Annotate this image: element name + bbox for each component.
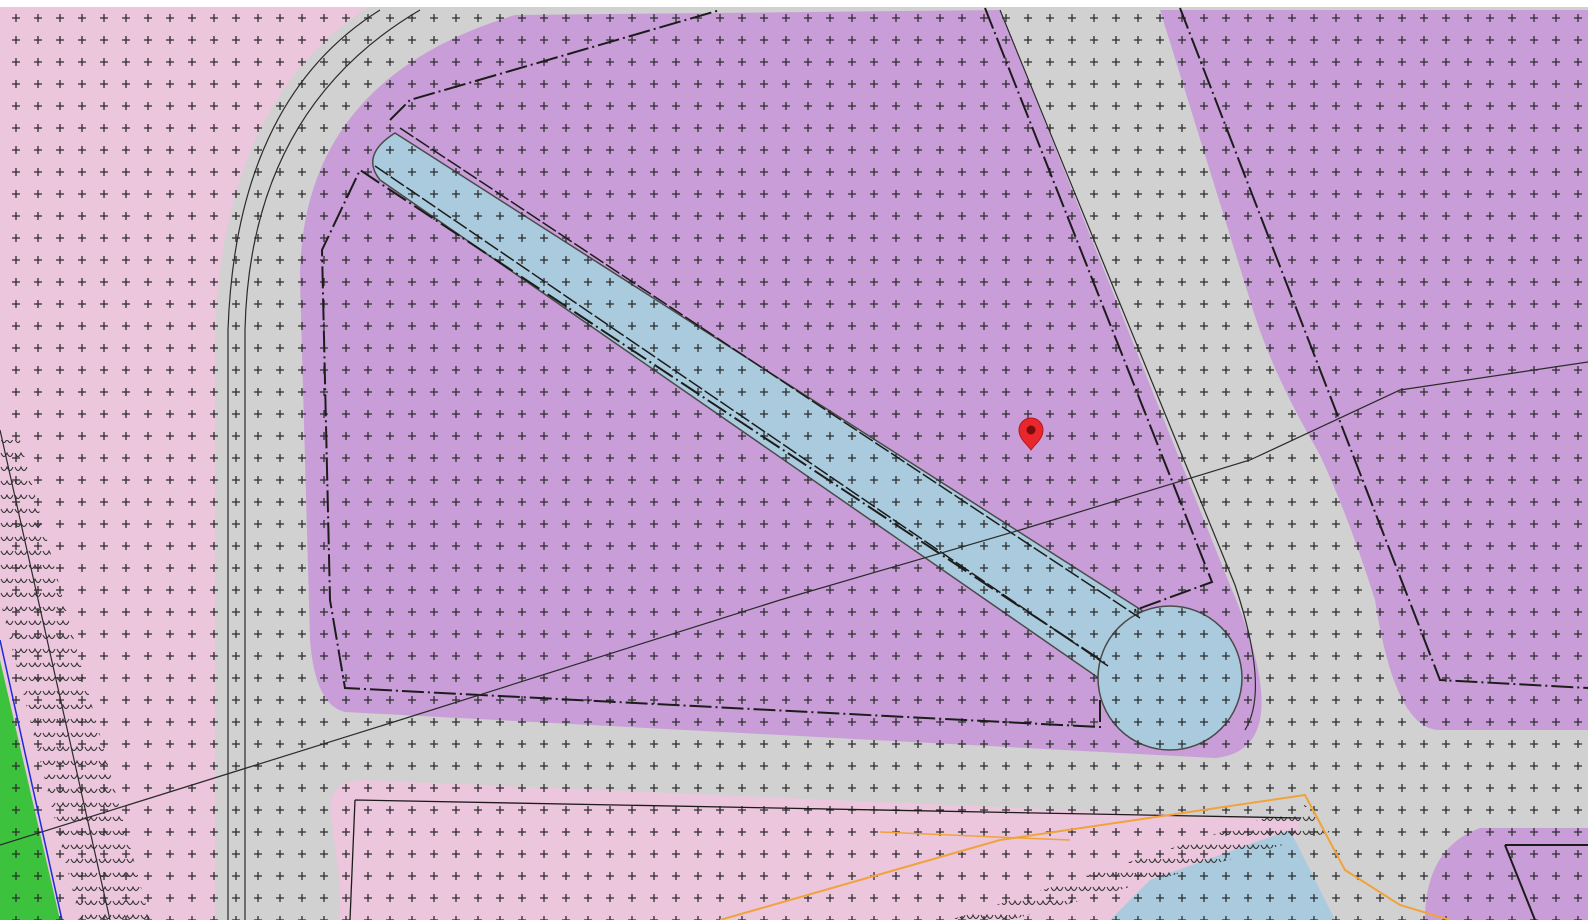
channel-edge-north — [399, 127, 1141, 619]
cable-line-orange-west — [879, 831, 1071, 841]
boundary-line-blue — [0, 639, 63, 920]
central-block-boundary — [320, 7, 1214, 729]
channel-edge-south — [374, 165, 1109, 667]
southeast-block-boundary — [1504, 844, 1588, 920]
parcel-boundaries — [320, 7, 1588, 920]
road-edge-line-west-outer — [227, 9, 381, 920]
south-parcel-boundary — [349, 799, 1301, 920]
cross-hatch-overlay — [0, 7, 1588, 920]
central-block-outer-line — [999, 9, 1256, 731]
survey-line-diagonal — [0, 361, 1588, 846]
east-block-boundary — [1179, 7, 1588, 689]
road-edge-line-west — [244, 9, 421, 920]
road-edge-line-far-west — [0, 429, 111, 920]
cable-line-orange — [719, 793, 1451, 920]
zoning-map[interactable] — [0, 7, 1588, 920]
map-pin-icon[interactable] — [1018, 417, 1044, 451]
survey-lines — [0, 9, 1588, 920]
